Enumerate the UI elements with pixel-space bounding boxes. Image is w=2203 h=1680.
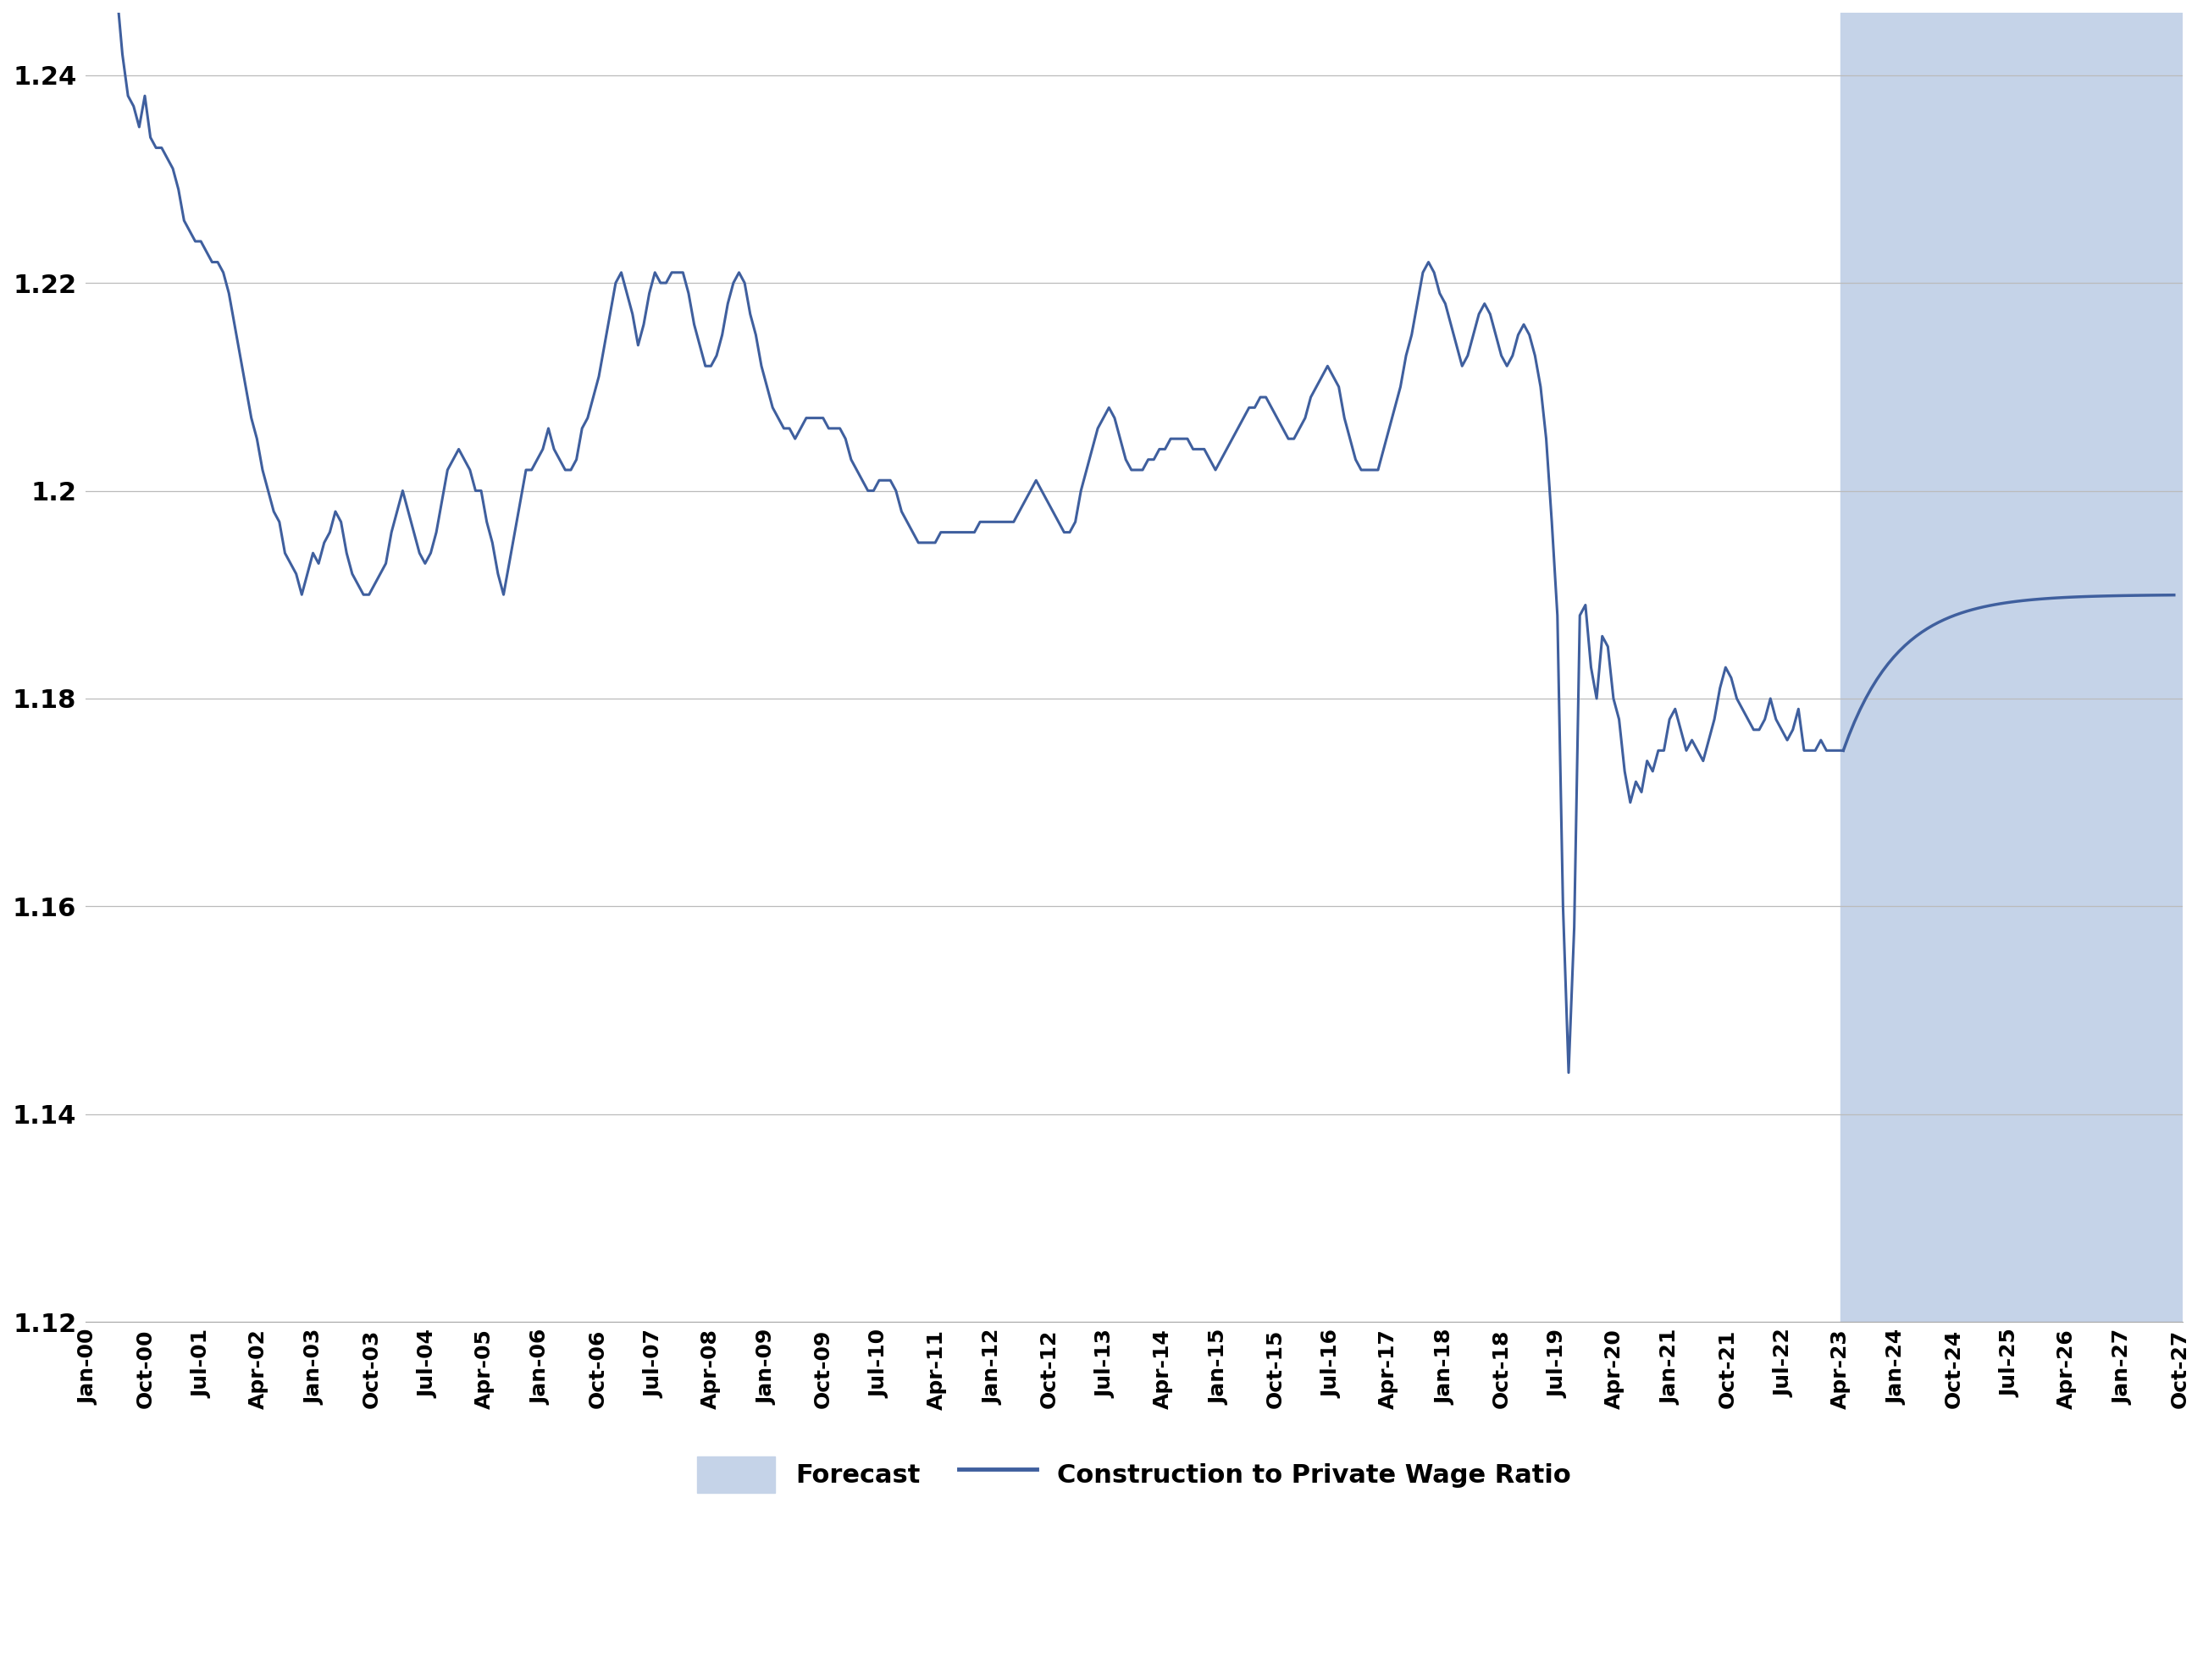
Legend: Forecast, Construction to Private Wage Ratio: Forecast, Construction to Private Wage R… xyxy=(672,1430,1597,1519)
Bar xyxy=(1840,13,2183,1322)
